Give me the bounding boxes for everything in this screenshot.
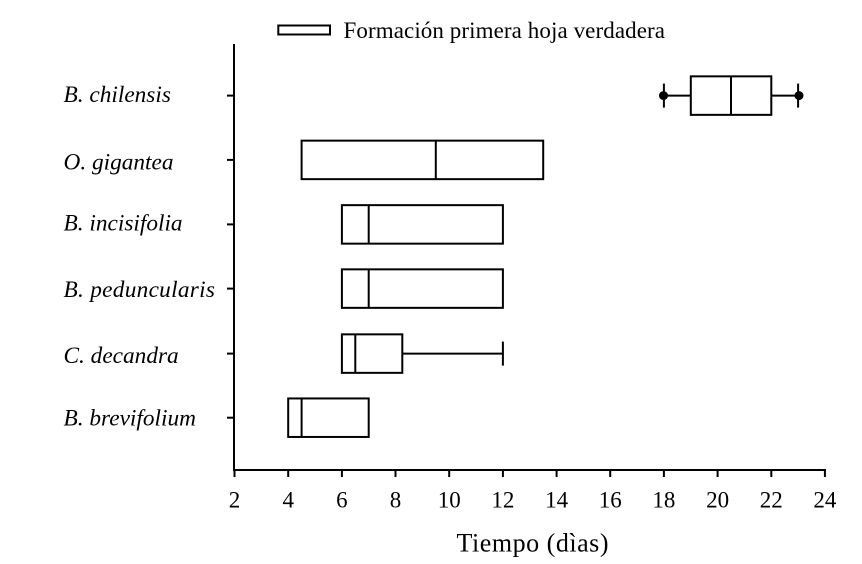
svg-text:B. brevifolium: B. brevifolium (64, 406, 196, 432)
svg-text:16: 16 (599, 488, 622, 513)
svg-text:12: 12 (491, 488, 514, 513)
svg-text:6: 6 (336, 488, 348, 513)
svg-text:Formación primera hoja verdade: Formación primera hoja verdadera (344, 18, 666, 43)
svg-text:24: 24 (813, 488, 837, 513)
svg-text:18: 18 (652, 488, 675, 513)
svg-text:Tiempo (dìas): Tiempo (dìas) (457, 529, 609, 558)
svg-text:22: 22 (760, 488, 783, 513)
svg-text:10: 10 (438, 488, 461, 513)
svg-text:14: 14 (545, 488, 569, 513)
svg-text:B. chilensis: B. chilensis (64, 82, 171, 108)
svg-text:4: 4 (282, 488, 294, 513)
svg-text:8: 8 (390, 488, 402, 513)
svg-text:20: 20 (706, 488, 729, 513)
svg-text:2: 2 (229, 488, 241, 513)
svg-text:C. decandra: C. decandra (64, 343, 179, 369)
svg-text:B. peduncularis: B. peduncularis (64, 277, 216, 303)
svg-text:O. gigantea: O. gigantea (64, 149, 174, 175)
svg-text:B. incisifolia: B. incisifolia (64, 211, 183, 237)
